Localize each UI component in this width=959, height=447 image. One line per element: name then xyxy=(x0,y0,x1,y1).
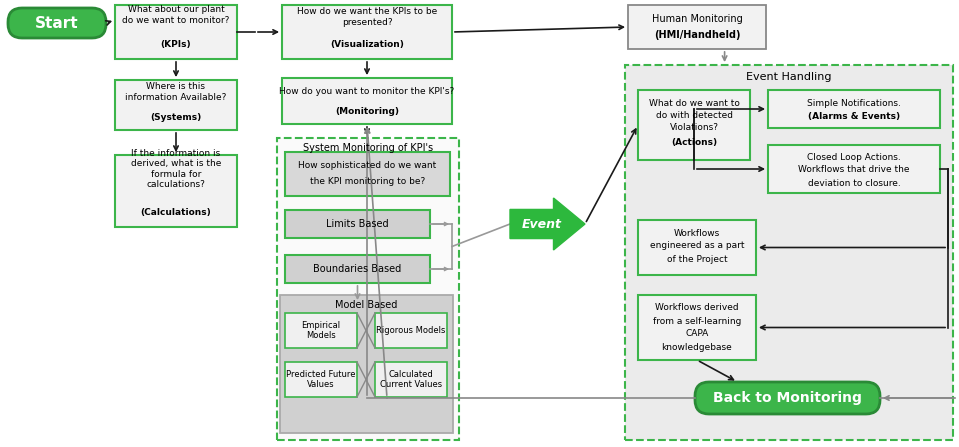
Bar xyxy=(628,5,766,49)
Bar xyxy=(115,80,237,130)
Text: Closed Loop Actions.: Closed Loop Actions. xyxy=(807,152,901,161)
Text: How sophisticated do we want: How sophisticated do we want xyxy=(298,160,436,169)
Text: Simple Notifications.: Simple Notifications. xyxy=(807,98,901,107)
Text: (Systems): (Systems) xyxy=(151,114,201,122)
Text: engineered as a part: engineered as a part xyxy=(650,241,744,250)
Text: (Actions): (Actions) xyxy=(671,139,717,148)
Text: If the information is
derived, what is the
formula for
calculations?: If the information is derived, what is t… xyxy=(130,149,222,189)
Text: System Monitoring of KPI's: System Monitoring of KPI's xyxy=(303,143,433,153)
Text: (Calculations): (Calculations) xyxy=(141,208,211,218)
Text: Back to Monitoring: Back to Monitoring xyxy=(713,391,862,405)
Text: knowledgebase: knowledgebase xyxy=(662,342,733,351)
Text: Workflows: Workflows xyxy=(674,228,720,237)
Text: (HMI/Handheld): (HMI/Handheld) xyxy=(654,30,740,40)
Bar xyxy=(285,362,357,397)
Text: Model Based: Model Based xyxy=(336,300,398,310)
Text: Start: Start xyxy=(35,16,79,30)
Bar xyxy=(115,155,237,227)
Bar xyxy=(282,78,452,124)
Text: the KPI monitoring to be?: the KPI monitoring to be? xyxy=(310,177,425,186)
Polygon shape xyxy=(510,198,585,250)
Text: (Monitoring): (Monitoring) xyxy=(335,107,399,117)
Text: Workflows that drive the: Workflows that drive the xyxy=(798,165,910,174)
Bar xyxy=(768,145,940,193)
Text: How do we want the KPIs to be
presented?: How do we want the KPIs to be presented? xyxy=(297,7,437,27)
Text: from a self-learning: from a self-learning xyxy=(653,316,741,325)
Text: Violations?: Violations? xyxy=(669,123,718,132)
Text: do with detected: do with detected xyxy=(656,111,733,121)
Bar xyxy=(375,362,447,397)
Text: CAPA: CAPA xyxy=(686,329,709,338)
Text: deviation to closure.: deviation to closure. xyxy=(807,178,901,187)
Bar xyxy=(638,90,750,160)
Bar xyxy=(768,90,940,128)
Text: (Visualization): (Visualization) xyxy=(330,41,404,50)
Text: of the Project: of the Project xyxy=(667,254,727,263)
Bar xyxy=(285,313,357,348)
Text: Workflows derived: Workflows derived xyxy=(655,304,738,312)
Bar xyxy=(638,220,756,275)
Text: Event: Event xyxy=(522,218,562,231)
Text: (KPIs): (KPIs) xyxy=(161,41,191,50)
Text: Event Handling: Event Handling xyxy=(746,72,831,82)
Bar xyxy=(285,210,430,238)
Text: Human Monitoring: Human Monitoring xyxy=(651,14,742,24)
Text: Predicted Future
Values: Predicted Future Values xyxy=(286,370,356,389)
Text: Boundaries Based: Boundaries Based xyxy=(314,264,402,274)
Bar xyxy=(375,313,447,348)
Text: Rigorous Models: Rigorous Models xyxy=(376,326,446,335)
Text: How do you want to monitor the KPI's?: How do you want to monitor the KPI's? xyxy=(279,87,455,96)
Text: Calculated
Current Values: Calculated Current Values xyxy=(380,370,442,389)
Text: Where is this
information Available?: Where is this information Available? xyxy=(126,82,226,102)
Bar xyxy=(638,295,756,360)
Text: What do we want to: What do we want to xyxy=(648,100,739,109)
Bar xyxy=(280,295,453,433)
Bar xyxy=(115,5,237,59)
Bar xyxy=(285,255,430,283)
Bar xyxy=(285,152,450,196)
FancyBboxPatch shape xyxy=(695,382,880,414)
FancyBboxPatch shape xyxy=(8,8,106,38)
Bar xyxy=(282,5,452,59)
Text: (Alarms & Events): (Alarms & Events) xyxy=(807,113,901,122)
Bar xyxy=(625,65,953,440)
Text: Limits Based: Limits Based xyxy=(326,219,388,229)
Text: What about our plant
do we want to monitor?: What about our plant do we want to monit… xyxy=(123,5,230,25)
Text: Empirical
Models: Empirical Models xyxy=(301,321,340,340)
Bar xyxy=(277,138,459,440)
